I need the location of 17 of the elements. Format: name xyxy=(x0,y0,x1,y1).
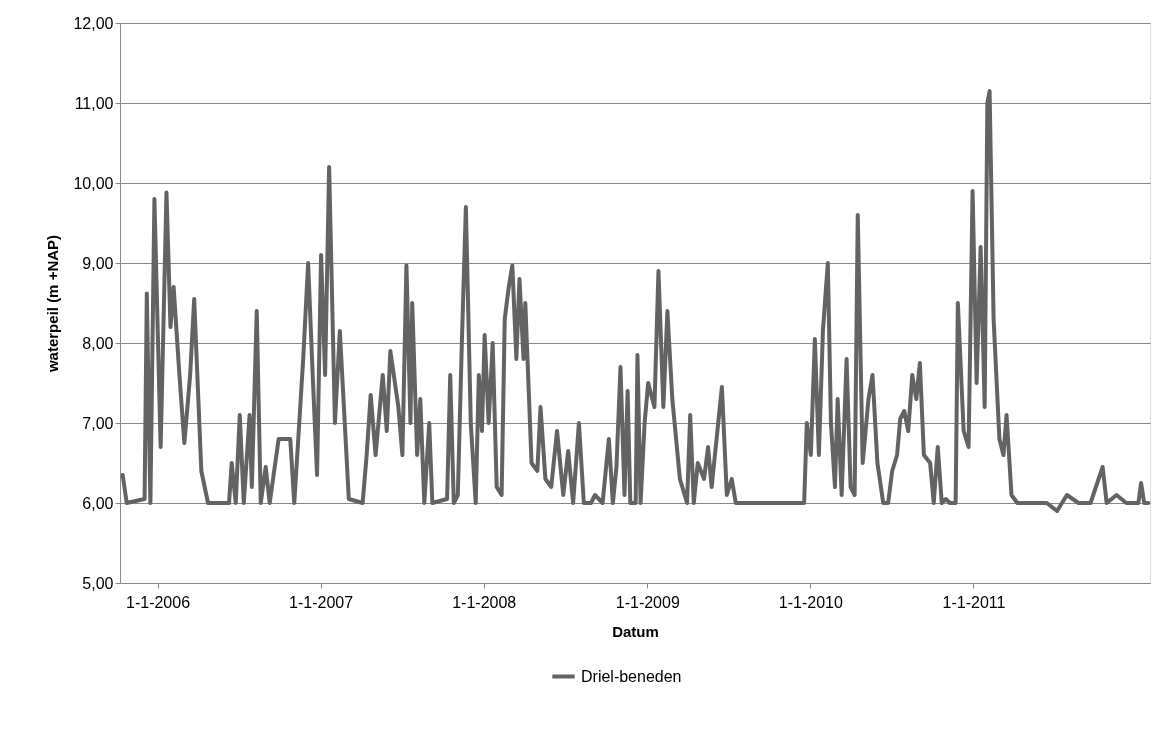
x-tick-label: 1-1-2010 xyxy=(778,593,844,611)
y-tick-label: 10,00 xyxy=(73,174,114,192)
x-tick-label: 1-1-2007 xyxy=(289,593,354,611)
y-tick-label: 6,00 xyxy=(82,494,114,512)
y-tick-label: 11,00 xyxy=(74,94,114,112)
y-tick-label: 9,00 xyxy=(82,254,114,272)
y-tick-label: 7,00 xyxy=(82,414,114,432)
x-tick-label: 1-1-2008 xyxy=(452,593,517,611)
y-tick-label: 5,00 xyxy=(82,574,114,592)
y-tick-label: 8,00 xyxy=(82,334,114,352)
legend-label: Driel-beneden xyxy=(581,667,682,685)
x-tick-label: 1-1-2009 xyxy=(615,593,680,611)
x-axis-title: Datum xyxy=(612,622,659,640)
x-tick-label: 1-1-2006 xyxy=(126,593,191,611)
y-axis-title: waterpeil (m +NAP) xyxy=(44,234,62,374)
y-tick-label: 12,00 xyxy=(73,14,114,32)
x-tick-label: 1-1-2011 xyxy=(942,593,1006,611)
